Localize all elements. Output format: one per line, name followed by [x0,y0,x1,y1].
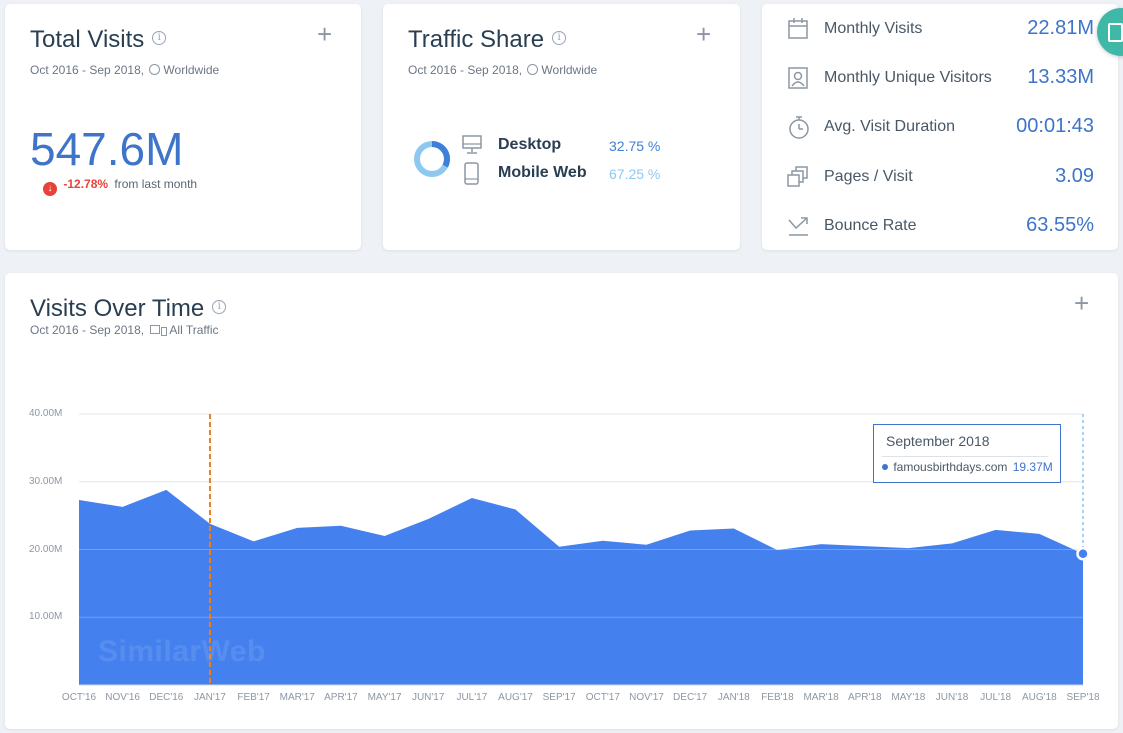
x-tick-label: JUN'18 [935,692,969,703]
globe-icon [149,64,161,75]
stat-bounce-rate: Bounce Rate 63.55% [787,212,1094,242]
traffic-share-subtitle: Oct 2016 - Sep 2018, Worldwide [408,63,598,77]
person-icon [788,67,808,89]
x-tick-label: MAR'18 [803,692,839,703]
devices-icon [150,325,161,334]
info-icon[interactable]: i [212,299,227,314]
globe-icon [527,64,539,75]
y-tick-label: 30.00M [29,475,63,487]
engagement-stats-card: Monthly Visits 22.81M Monthly Unique Vis… [762,4,1118,250]
series-dot-icon [882,464,888,470]
total-visits-title: Total Visits i [30,26,167,54]
x-tick-label: NOV'17 [629,692,664,703]
x-tick-label: OCT'17 [585,692,620,703]
stat-label: Monthly Visits [824,20,923,37]
info-icon[interactable]: i [152,30,167,45]
arrow-down-icon: ↓ [43,182,57,196]
stat-label: Avg. Visit Duration [824,118,956,135]
traffic-share-card: Traffic Share i Oct 2016 - Sep 2018, Worl… [383,4,740,250]
add-button[interactable]: + [696,19,712,49]
x-tick-label: DEC'17 [673,692,708,703]
x-tick-label: JUN'17 [411,692,445,703]
floating-action-button[interactable] [1097,8,1123,56]
stat-label: Bounce Rate [824,217,917,234]
share-desktop-value: 32.75 % [609,138,661,154]
donut-slice-desktop [414,141,450,177]
stat-visit-duration: Avg. Visit Duration 00:01:43 [787,113,1094,143]
x-tick-label: MAY'18 [891,692,926,703]
y-tick-label: 40.00M [29,408,63,419]
x-tick-label: DEC'16 [149,692,184,703]
traffic-donut-chart [414,141,450,177]
x-tick-label: OCT'16 [61,692,97,703]
bounce-icon [788,217,808,236]
x-tick-label: SEP'17 [542,692,576,703]
stat-pages-per-visit: Pages / Visit 3.09 [787,163,1094,193]
devices-icon-mobile [161,327,168,336]
total-visits-change: ↓ -12.78% from last month [43,177,197,196]
x-tick-label: NOV'16 [105,692,140,703]
stat-value: 3.09 [1055,165,1094,187]
stat-label: Pages / Visit [824,168,913,185]
info-icon[interactable]: i [552,30,567,45]
total-visits-value: 547.6M [30,123,184,175]
x-tick-label: JAN'17 [193,692,226,703]
watermark: SimilarWeb [98,635,266,668]
tooltip-month: September 2018 [886,433,990,449]
stat-value: 00:01:43 [1016,115,1094,137]
desktop-icon [462,135,482,154]
x-tick-label: JAN'18 [717,692,750,703]
y-tick-label: 20.00M [29,543,63,555]
visits-over-time-subtitle: Oct 2016 - Sep 2018, All Traffic [30,323,219,337]
pages-icon [787,166,808,187]
x-tick-label: JUL'17 [456,692,488,703]
add-button[interactable]: + [1074,288,1090,318]
chart-tooltip: September 2018 famousbirthdays.com 19.37… [873,424,1061,483]
x-tick-label: AUG'18 [1021,692,1057,703]
x-tick-label: SEP'18 [1066,692,1100,703]
total-visits-card: Total Visits i Oct 2016 - Sep 2018, World… [5,4,361,250]
document-icon [1108,23,1123,42]
stat-label: Monthly Unique Visitors [824,69,992,86]
x-tick-label: MAR'17 [279,692,315,703]
traffic-share-title: Traffic Share i [408,26,567,54]
tooltip-series: famousbirthdays.com 19.37M [882,460,1053,474]
x-tick-label: FEB'18 [761,692,794,703]
mobile-icon [464,162,479,185]
x-tick-label: MAY'17 [367,692,402,703]
y-tick-label: 10.00M [29,611,63,623]
stat-value: 63.55% [1026,214,1094,236]
x-tick-label: APR'17 [324,692,358,703]
stat-unique-visitors: Monthly Unique Visitors 13.33M [787,64,1094,94]
tooltip-divider [882,456,1048,457]
stat-value: 13.33M [1027,66,1094,88]
stat-monthly-visits: Monthly Visits 22.81M [787,15,1094,45]
total-visits-subtitle: Oct 2016 - Sep 2018, Worldwide [30,63,220,77]
stopwatch-icon [789,116,809,139]
visits-over-time-title: Visits Over Time i [30,295,227,323]
x-tick-label: FEB'17 [237,692,270,703]
x-tick-label: AUG'17 [498,692,533,703]
share-mobile-label: Mobile Web [498,164,587,181]
x-tick-label: APR'18 [847,692,882,703]
x-tick-label: JUL'18 [980,692,1012,703]
calendar-icon [788,18,808,39]
share-desktop-label: Desktop [498,136,562,153]
add-button[interactable]: + [317,19,333,49]
stat-value: 22.81M [1027,17,1094,39]
share-mobile-value: 67.25 % [609,166,661,182]
